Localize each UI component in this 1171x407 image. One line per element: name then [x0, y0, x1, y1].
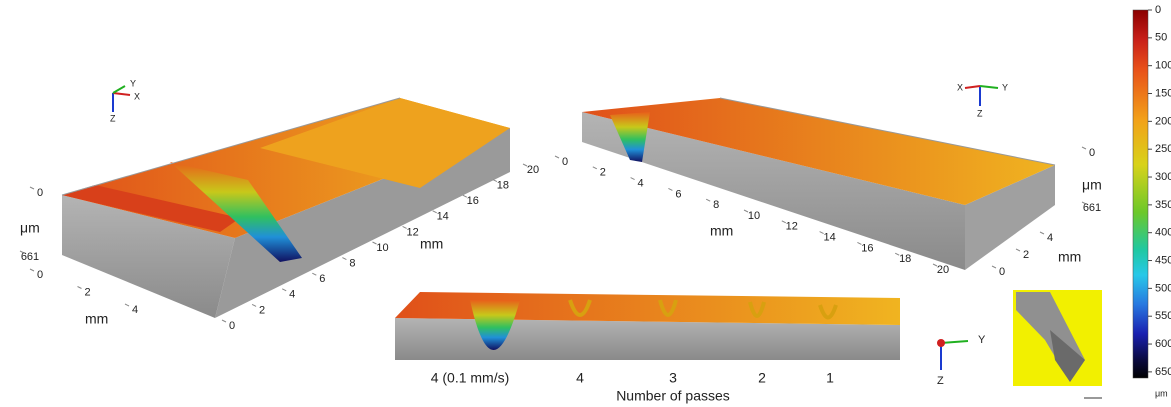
tick-label: 4 — [132, 304, 138, 316]
tick-mark — [342, 258, 346, 260]
tick-label: 14 — [437, 211, 449, 223]
tick-label: 4 — [1047, 232, 1053, 244]
colorbar — [1133, 10, 1148, 378]
colorbar-tick-label: 600 — [1155, 338, 1171, 350]
tick-label: 10 — [376, 242, 388, 254]
colorbar-tick-label: 0 — [1155, 4, 1161, 16]
tick-mark — [593, 167, 597, 169]
tick-label: 6 — [319, 273, 325, 285]
axis-label: mm — [710, 223, 733, 239]
tick-label: 2 — [1023, 249, 1029, 261]
tick-label: 661 — [1083, 202, 1101, 214]
triad-label: X — [957, 82, 963, 92]
triad-label: Z — [937, 375, 944, 387]
tick-label: 20 — [937, 264, 949, 276]
tick-mark — [1082, 147, 1086, 149]
colorbar-tick-label: 100 — [1155, 60, 1171, 72]
left-triad: Y X Z — [110, 78, 140, 123]
colorbar-tick-label: 650 — [1155, 366, 1171, 378]
colorbar-tick-label: 300 — [1155, 171, 1171, 183]
tick-label: 16 — [467, 195, 479, 207]
tick-label: 8 — [349, 258, 355, 270]
tick-mark — [30, 187, 34, 189]
tick-mark — [222, 320, 226, 322]
colorbar-tick-label: 500 — [1155, 282, 1171, 294]
pass-label: 4 — [576, 370, 584, 386]
triad-label: Y — [1002, 82, 1008, 92]
tick-label: 0 — [1089, 147, 1095, 159]
colorbar-tick-label: 150 — [1155, 87, 1171, 99]
tick-label: 6 — [675, 188, 681, 200]
tick-mark — [312, 273, 316, 275]
tick-label: 2 — [600, 167, 606, 179]
tick-mark — [631, 178, 635, 180]
colorbar-tick-label: 50 — [1155, 32, 1167, 44]
colorbar-tick-label: 400 — [1155, 227, 1171, 239]
tick-label: 0 — [999, 266, 1005, 278]
colorbar-tick-label: 350 — [1155, 199, 1171, 211]
tick-label: 12 — [786, 221, 798, 233]
axis-label: mm — [1058, 249, 1081, 265]
triad-label: Y — [130, 78, 136, 88]
tick-label: 10 — [748, 210, 760, 222]
colorbar-tick-label: 450 — [1155, 254, 1171, 266]
tick-mark — [78, 287, 82, 289]
triad-label: Y — [978, 334, 986, 346]
colorbar-unit: μm — [1155, 388, 1168, 398]
tick-mark — [125, 304, 129, 306]
figure: Y X Z μm mm mm X Y Z μm mm mm Y Z 4 (0.1… — [0, 0, 1171, 407]
triad-label: Z — [110, 113, 116, 123]
axis-label: mm — [85, 311, 108, 327]
colorbar-tick-label: 250 — [1155, 143, 1171, 155]
triad-label: Z — [977, 108, 983, 118]
tick-mark — [668, 188, 672, 190]
tick-label: 18 — [899, 253, 911, 265]
pass-label: 3 — [669, 370, 677, 386]
tick-mark — [1016, 249, 1020, 251]
front-triad: Y Z — [937, 334, 986, 387]
axis-label: μm — [1082, 177, 1102, 193]
front-surface — [395, 292, 900, 360]
tick-label: 2 — [84, 286, 90, 298]
tick-label: 0 — [229, 320, 235, 332]
tick-mark — [1040, 232, 1044, 234]
left-surface — [62, 98, 510, 318]
x-axis-label: Number of passes — [616, 388, 730, 404]
pass-label: 4 (0.1 mm/s) — [431, 370, 510, 386]
tick-mark — [706, 199, 710, 201]
tick-mark — [992, 266, 996, 268]
tick-label: 14 — [823, 232, 835, 244]
tick-label: 8 — [713, 199, 719, 211]
tick-label: 0 — [37, 269, 43, 281]
tick-label: 20 — [527, 164, 539, 176]
tick-mark — [282, 289, 286, 291]
pass-label: 2 — [758, 370, 766, 386]
axis-label: μm — [20, 220, 40, 236]
tick-label: 0 — [562, 156, 568, 168]
tick-label: 0 — [37, 187, 43, 199]
colorbar-tick-label: 200 — [1155, 115, 1171, 127]
inset-photo — [1013, 290, 1102, 398]
tick-label: 12 — [406, 226, 418, 238]
tick-mark — [252, 304, 256, 306]
tick-label: 661 — [21, 251, 39, 263]
axis-label: mm — [420, 236, 443, 252]
tick-label: 2 — [259, 304, 265, 316]
pass-label: 1 — [826, 370, 834, 386]
right-surface — [582, 98, 1055, 270]
tick-label: 16 — [861, 242, 873, 254]
tick-label: 18 — [497, 180, 509, 192]
tick-mark — [30, 269, 34, 271]
tick-label: 4 — [289, 289, 295, 301]
colorbar-tick-label: 550 — [1155, 310, 1171, 322]
tick-label: 4 — [638, 178, 644, 190]
right-triad: X Y Z — [957, 82, 1008, 118]
triad-label: X — [134, 91, 140, 101]
tick-mark — [555, 156, 559, 158]
